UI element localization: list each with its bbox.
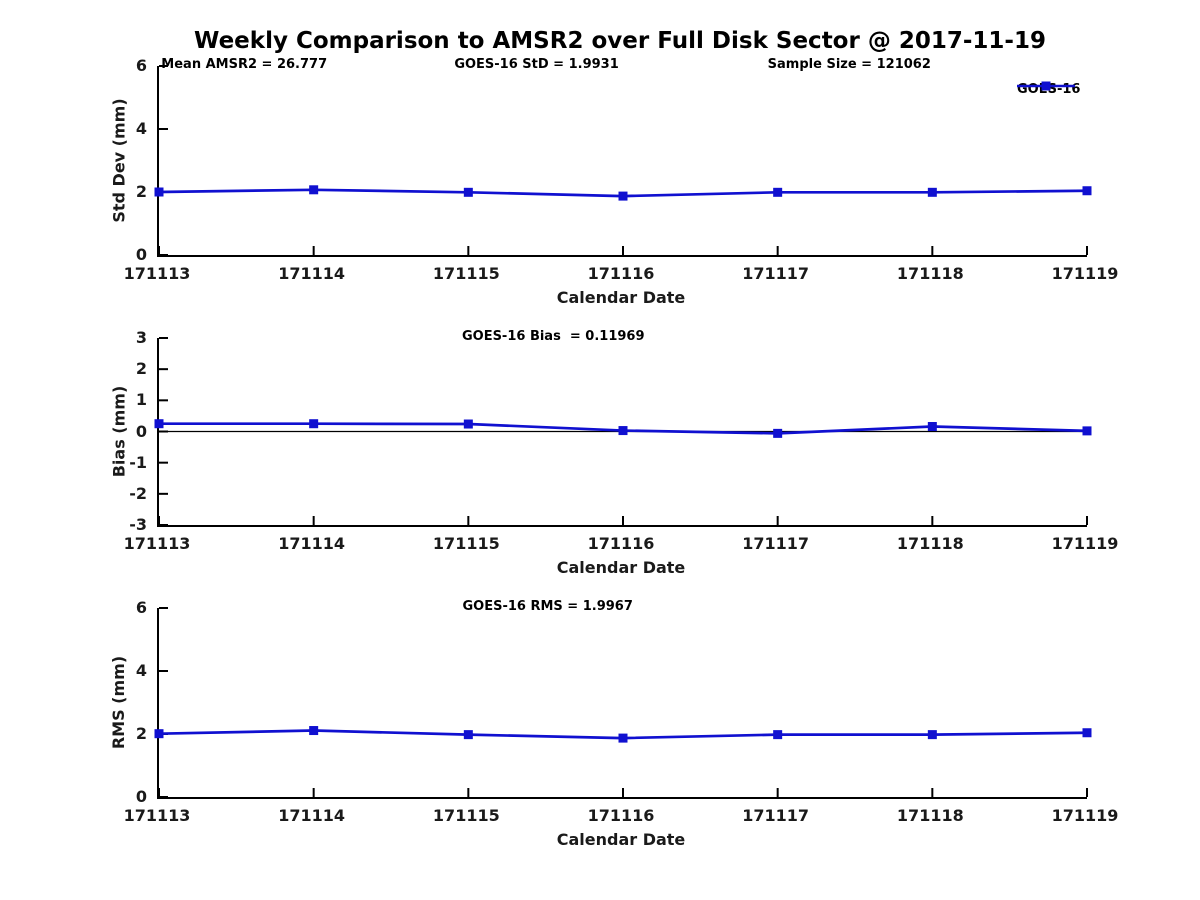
data-point-marker — [773, 730, 783, 740]
y-tick-label: 2 — [135, 359, 147, 379]
y-tick-label: 2 — [135, 182, 147, 201]
data-point-marker — [1082, 426, 1092, 436]
data-point-marker — [1082, 728, 1092, 738]
data-point-marker — [463, 730, 473, 740]
chart-title: Weekly Comparison to AMSR2 over Full Dis… — [194, 28, 1046, 54]
data-point-marker — [154, 419, 164, 429]
x-tick-label: 171116 — [587, 806, 655, 825]
x-axis-title-rms: Calendar Date — [556, 830, 686, 849]
x-tick-label: 171114 — [278, 264, 346, 283]
data-point-marker — [618, 426, 628, 436]
y-tick-label: 6 — [135, 56, 147, 75]
x-tick-label: 171119 — [1051, 806, 1119, 825]
data-point-marker — [154, 729, 164, 739]
x-tick-label: 171116 — [587, 534, 655, 553]
stat-annotation: GOES-16 StD = 1.9931 — [454, 57, 619, 72]
x-tick-label: 171113 — [123, 806, 191, 825]
plot-area-bias — [154, 337, 1092, 527]
x-tick-label: 171119 — [1051, 534, 1119, 553]
x-tick-label: 171118 — [896, 806, 964, 825]
x-tick-label: 171114 — [278, 806, 346, 825]
data-point-marker — [773, 187, 783, 197]
plot-area-stddev: GOES-16 — [154, 65, 1092, 257]
data-point-marker — [1082, 186, 1092, 196]
stat-annotation: Mean AMSR2 = 26.777 — [161, 57, 328, 72]
data-point-marker — [927, 422, 937, 432]
y-tick-label: 0 — [135, 245, 147, 264]
data-point-marker — [618, 733, 628, 743]
x-axis-title-stddev: Calendar Date — [556, 288, 686, 307]
y-axis-title-stddev: Std Dev (mm) — [109, 66, 129, 255]
y-tick-label: 6 — [135, 598, 147, 617]
x-tick-label: 171114 — [278, 534, 346, 553]
x-tick-label: 171117 — [742, 806, 810, 825]
x-tick-label: 171115 — [432, 264, 500, 283]
data-point-marker — [773, 428, 783, 438]
y-axis-title-text-stddev: Std Dev (mm) — [109, 98, 129, 223]
x-tick-label: 171117 — [742, 264, 810, 283]
x-tick-label: 171115 — [432, 534, 500, 553]
chart-svg-2 — [154, 607, 1092, 798]
data-point-marker — [463, 419, 473, 429]
y-tick-label: -1 — [129, 452, 147, 472]
data-point-marker — [309, 726, 319, 736]
y-tick-label: 4 — [135, 661, 147, 680]
data-point-marker — [154, 187, 164, 197]
x-tick-label: 171116 — [587, 264, 655, 283]
y-tick-label: 0 — [135, 421, 147, 441]
x-tick-label: 171119 — [1051, 264, 1119, 283]
y-tick-label: -3 — [129, 515, 147, 534]
x-axis-title-bias: Calendar Date — [556, 558, 686, 577]
stat-annotation: GOES-16 Bias = 0.11969 — [461, 329, 645, 344]
x-tick-label: 171117 — [742, 534, 810, 553]
data-point-marker — [309, 419, 319, 429]
x-tick-label: 171115 — [432, 806, 500, 825]
x-tick-label: 171113 — [123, 264, 191, 283]
x-tick-label: 171113 — [123, 534, 191, 553]
chart-svg-0 — [154, 65, 1092, 256]
y-tick-label: 4 — [135, 119, 147, 138]
y-tick-label: -2 — [129, 483, 147, 503]
y-tick-label: 2 — [135, 724, 147, 743]
legend: GOES-16 — [1017, 80, 1080, 98]
y-tick-label: 0 — [135, 787, 147, 806]
data-point-marker — [463, 187, 473, 197]
data-point-marker — [309, 185, 319, 195]
stat-annotation: GOES-16 RMS = 1.9967 — [462, 599, 633, 614]
y-axis-title-rms: RMS (mm) — [109, 608, 129, 797]
data-point-marker — [927, 187, 937, 197]
plot-area-rms — [154, 607, 1092, 799]
y-tick-label: 3 — [135, 328, 147, 347]
data-point-marker — [618, 191, 628, 201]
stat-annotation: Sample Size = 121062 — [767, 57, 931, 72]
x-tick-label: 171118 — [896, 264, 964, 283]
legend-line-marker-icon — [1017, 81, 1075, 91]
data-point-marker — [927, 730, 937, 740]
chart-svg-1 — [154, 337, 1092, 526]
x-tick-label: 171118 — [896, 534, 964, 553]
y-tick-label: 1 — [135, 390, 147, 410]
